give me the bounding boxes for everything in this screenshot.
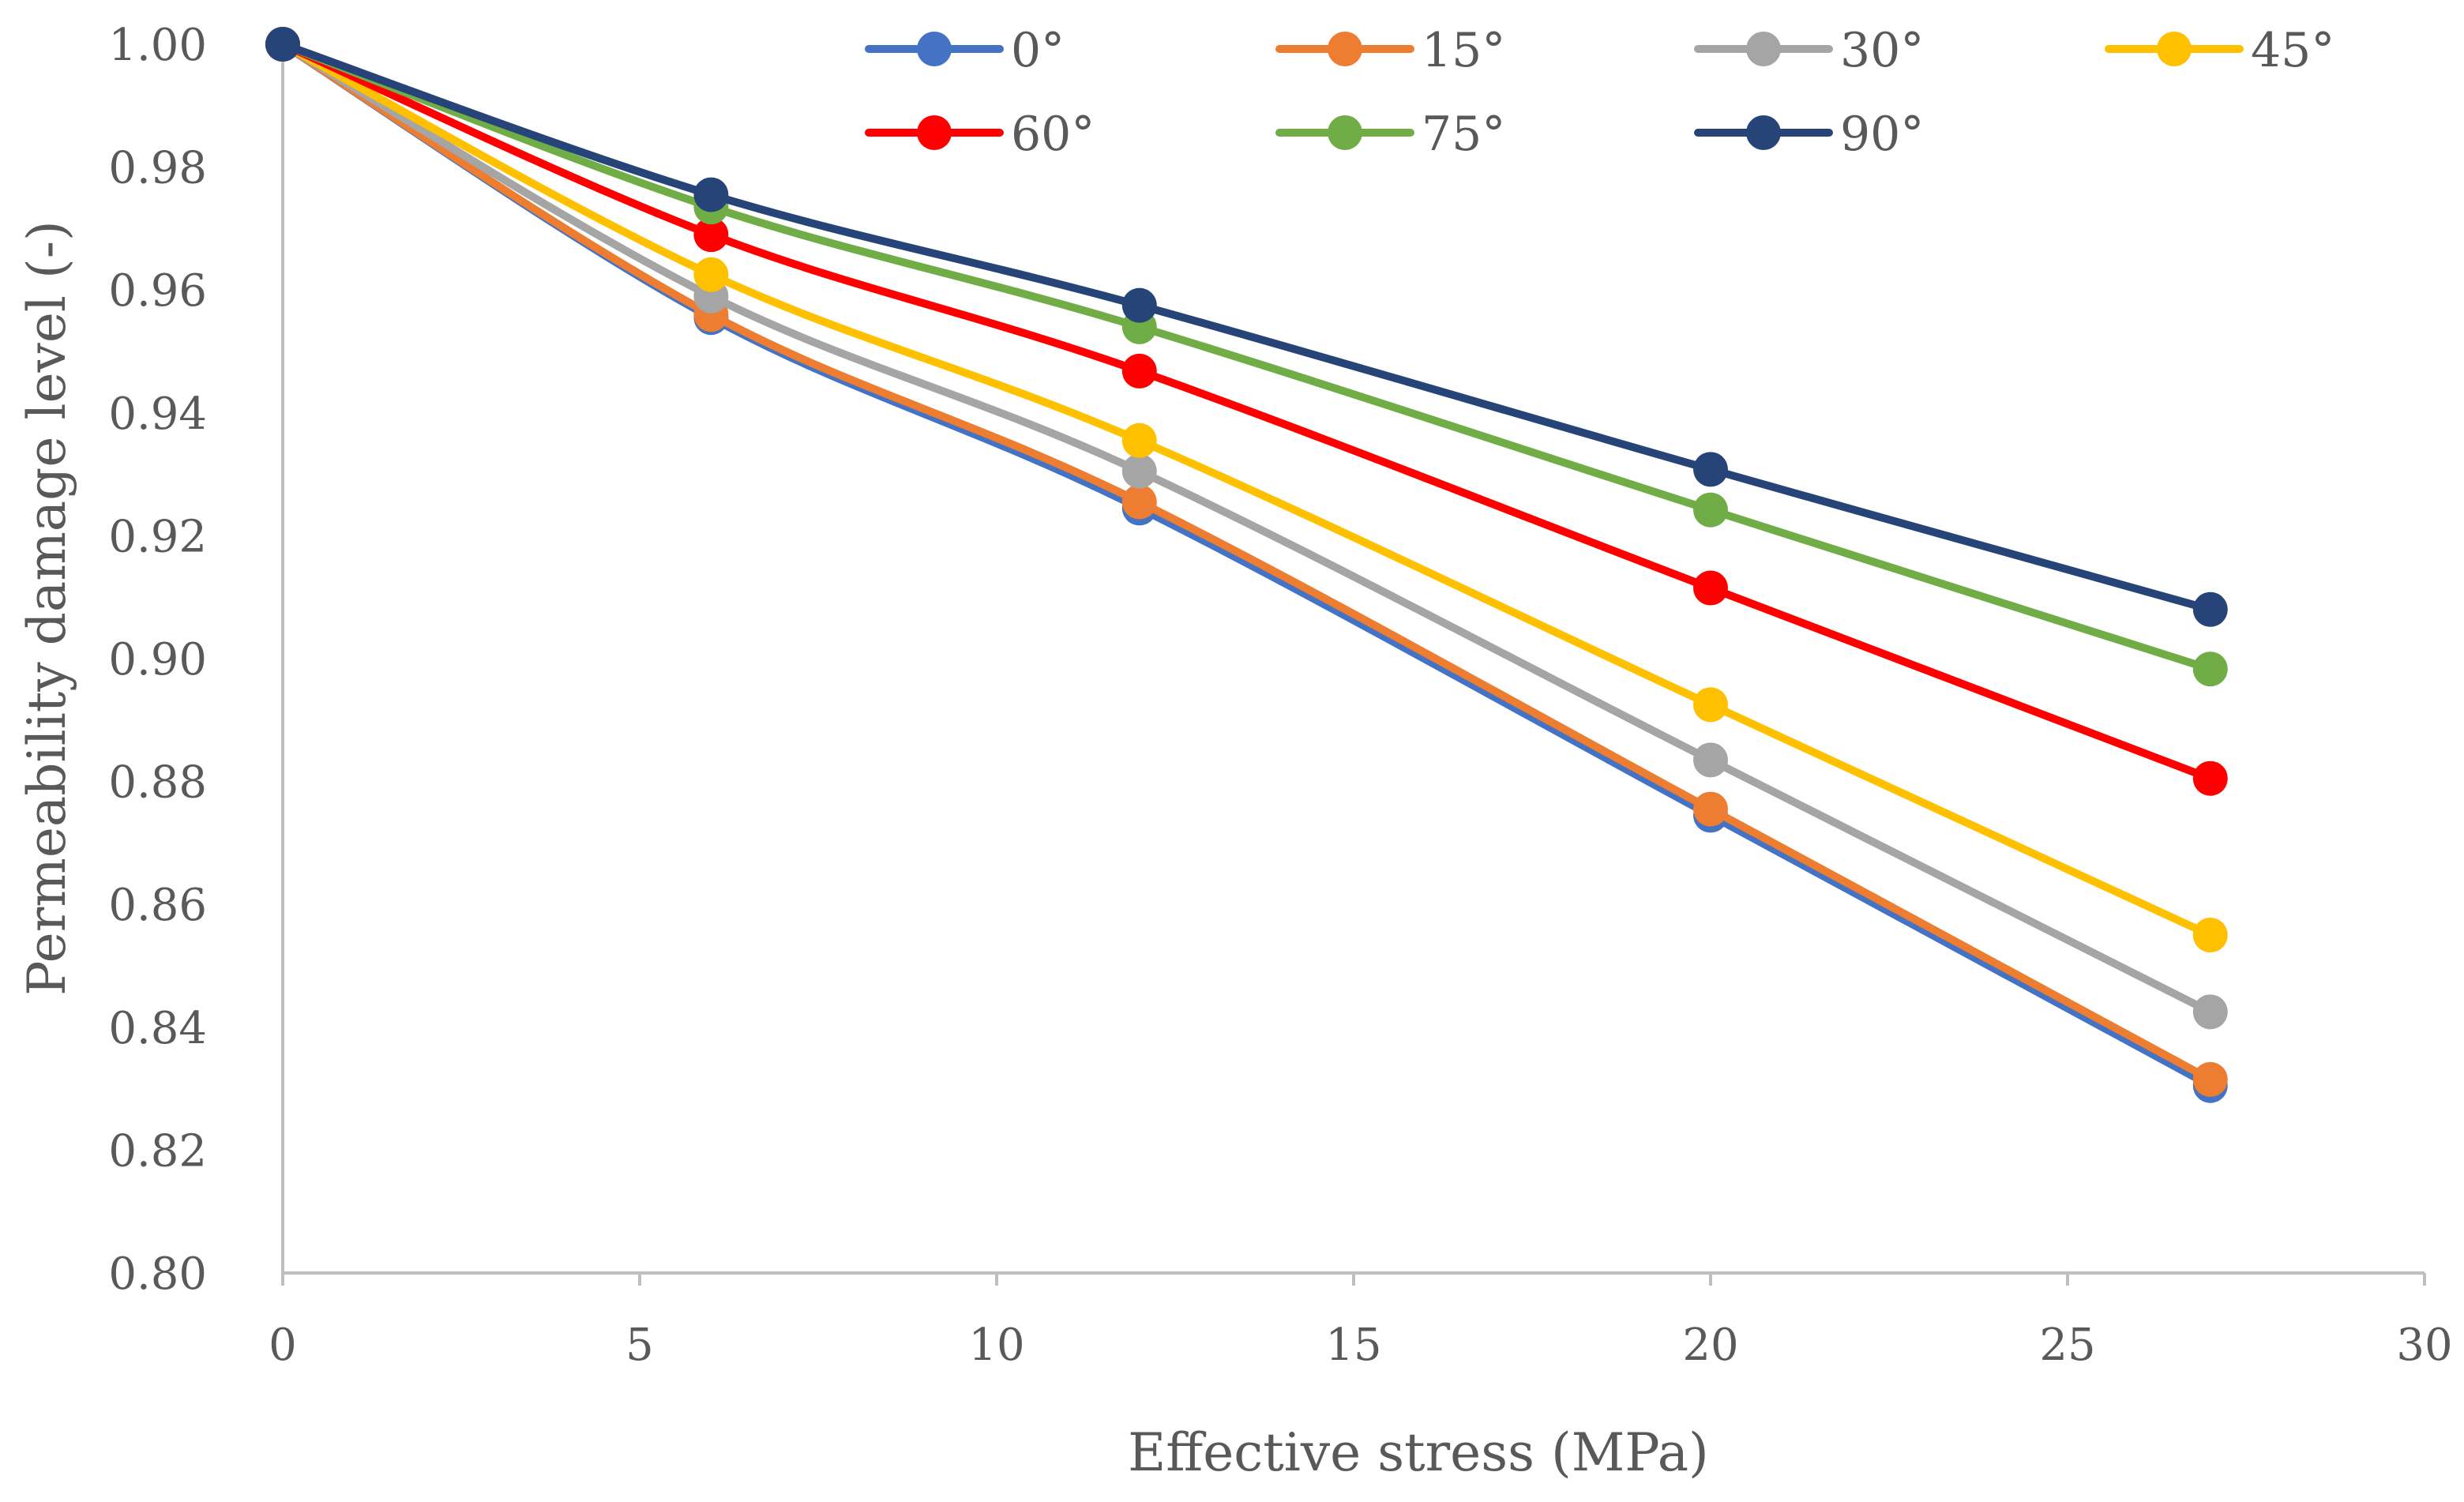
legend-item: 15° <box>1275 23 1505 78</box>
series-line <box>279 40 2214 614</box>
series-layer <box>265 27 2228 1103</box>
x-tick-label: 0 <box>269 1320 297 1371</box>
y-tick-label: 1.00 <box>108 20 207 71</box>
data-point <box>1693 570 1728 606</box>
data-point <box>2192 918 2228 953</box>
legend-swatch-marker <box>2157 32 2192 66</box>
data-point <box>693 177 729 212</box>
data-point <box>1121 422 1157 458</box>
series-line <box>279 40 2214 940</box>
y-tick-label: 0.86 <box>108 880 207 931</box>
legend-label: 15° <box>1422 23 1505 78</box>
series-line <box>279 40 2214 674</box>
data-point <box>693 257 729 292</box>
x-axis-title: Effective stress (MPa) <box>1128 1422 1709 1483</box>
series-line <box>279 40 2214 1016</box>
axes <box>281 44 2425 1275</box>
y-axis-ticks: 0.80 0.82 0.84 0.86 0.88 0.90 0.92 0.94 0.96 0.98… <box>108 20 207 1300</box>
y-tick-label: 0.94 <box>108 389 207 440</box>
legend-label: 45° <box>2251 23 2334 78</box>
data-point <box>2192 994 2228 1030</box>
series-0 <box>265 27 2228 1103</box>
series-3 <box>265 27 2228 953</box>
series-line <box>279 40 2214 783</box>
x-axis-ticks: 0 5 10 15 20 25 30 <box>269 1273 2453 1371</box>
x-tick-label: 15 <box>1325 1320 1381 1371</box>
legend-label: 90° <box>1840 107 1924 162</box>
data-point <box>1693 687 1728 723</box>
data-point <box>1693 742 1728 778</box>
series-line <box>279 40 2214 1083</box>
y-axis-title: Permeability damage level (-) <box>17 220 77 996</box>
y-tick-label: 0.96 <box>108 265 207 317</box>
data-point <box>265 27 300 62</box>
legend-item: 30° <box>1694 23 1924 78</box>
legend-label: 0° <box>1011 23 1065 78</box>
legend-swatch-marker <box>1328 32 1362 66</box>
y-tick-label: 0.98 <box>108 143 207 194</box>
data-point <box>1693 452 1728 487</box>
x-tick-label: 25 <box>2039 1320 2095 1371</box>
y-tick-label: 0.80 <box>108 1249 207 1300</box>
y-tick-label: 0.92 <box>108 511 207 562</box>
legend-item: 75° <box>1275 107 1505 162</box>
x-tick-label: 10 <box>968 1320 1024 1371</box>
legend-swatch-marker <box>917 32 952 66</box>
legend: 0° 15° 30° 45° 60° 75° 90° <box>865 23 2334 162</box>
y-tick-label: 0.84 <box>108 1003 207 1054</box>
legend-item: 90° <box>1694 107 1924 162</box>
data-point <box>1121 287 1157 323</box>
x-tick-label: 30 <box>2396 1320 2452 1371</box>
legend-swatch-marker <box>917 115 952 150</box>
legend-swatch-marker <box>1746 32 1781 66</box>
series-6 <box>265 27 2228 627</box>
legend-label: 60° <box>1011 107 1095 162</box>
legend-item: 0° <box>865 23 1065 78</box>
legend-item: 45° <box>2105 23 2334 78</box>
data-point <box>693 217 729 253</box>
data-point <box>2192 1061 2228 1097</box>
legend-label: 75° <box>1422 107 1505 162</box>
y-tick-label: 0.82 <box>108 1125 207 1177</box>
data-point <box>1693 791 1728 827</box>
y-tick-label: 0.90 <box>108 634 207 685</box>
x-tick-label: 5 <box>625 1320 654 1371</box>
data-point <box>1121 484 1157 520</box>
y-tick-label: 0.88 <box>108 757 207 809</box>
data-point <box>1693 492 1728 528</box>
legend-swatch-marker <box>1328 115 1362 150</box>
data-point <box>1121 453 1157 489</box>
data-point <box>2192 651 2228 687</box>
x-tick-label: 20 <box>1682 1320 1738 1371</box>
legend-item: 60° <box>865 107 1095 162</box>
series-5 <box>265 27 2228 687</box>
data-point <box>2192 760 2228 796</box>
legend-label: 30° <box>1840 23 1924 78</box>
legend-swatch-marker <box>1746 115 1781 150</box>
data-point <box>1121 353 1157 389</box>
data-point <box>2192 591 2228 627</box>
